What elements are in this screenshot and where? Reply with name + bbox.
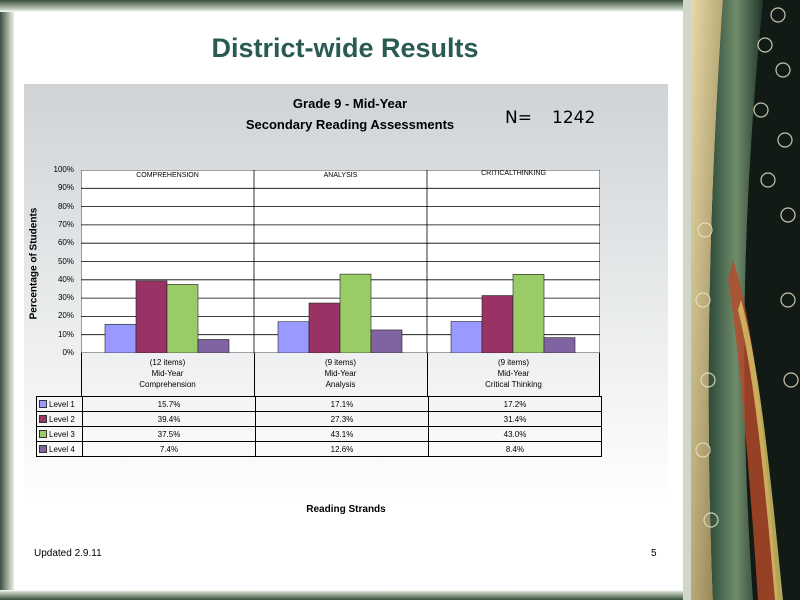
- bar-chart-plot: [81, 170, 600, 353]
- bar-level-2: [135, 280, 168, 353]
- category-label: (12 items) Mid-Year Comprehension: [81, 357, 254, 390]
- table-cell: 43.0%: [428, 426, 602, 442]
- category-label-line: Mid-Year: [151, 369, 184, 378]
- table-cell: 39.4%: [82, 411, 256, 427]
- chart-title: Grade 9 - Mid-Year: [292, 96, 408, 111]
- y-tick-label: 60%: [57, 238, 74, 248]
- legend-label: Level 2: [49, 414, 75, 424]
- legend-label: Level 1: [49, 399, 75, 409]
- table-row: Level 4 7.4% 12.6% 8.4%: [36, 441, 602, 457]
- bar-level-4: [197, 339, 230, 353]
- table-cell: 15.7%: [82, 396, 256, 412]
- bar-level-3: [339, 273, 372, 353]
- category-label-line: Mid-Year: [324, 369, 357, 378]
- bar-level-4: [543, 337, 576, 353]
- bar-level-4: [370, 329, 403, 353]
- table-row: Level 1 15.7% 17.1% 17.2%: [36, 396, 602, 412]
- table-cell: 27.3%: [255, 411, 429, 427]
- category-label-line: Analysis: [325, 380, 356, 389]
- y-tick-label: 100%: [53, 165, 74, 174]
- category-label: (9 items) Mid-Year Analysis: [254, 357, 427, 390]
- legend-cell: Level 3: [36, 426, 83, 442]
- bar-level-3: [166, 284, 199, 353]
- bar-level-1: [277, 321, 310, 353]
- legend-label: Level 4: [49, 444, 75, 454]
- slide-frame-left: [0, 0, 14, 600]
- n-label: N=: [505, 108, 532, 128]
- page-number: 5: [651, 548, 657, 559]
- table-cell: 37.5%: [82, 426, 256, 442]
- legend-cell: Level 1: [36, 396, 83, 412]
- slide-title: District-wide Results: [211, 33, 479, 63]
- bar-level-1: [450, 321, 483, 353]
- category-label-line: Mid-Year: [497, 369, 530, 378]
- table-cell: 8.4%: [428, 441, 602, 457]
- legend-swatch: [39, 430, 47, 439]
- category-label-divider: [427, 353, 428, 396]
- category-label-line: (9 items): [497, 358, 530, 367]
- legend-cell: Level 4: [36, 441, 83, 457]
- category-label-frame: [81, 353, 600, 396]
- category-label: (9 items) Mid-Year Critical Thinking: [427, 357, 600, 390]
- updated-date: Updated 2.9.11: [34, 548, 102, 559]
- bar-level-3: [512, 274, 545, 353]
- y-tick-label: 20%: [57, 311, 74, 321]
- table-cell: 17.1%: [255, 396, 429, 412]
- table-cell: 31.4%: [428, 411, 602, 427]
- chart-subtitle: Secondary Reading Assessments: [245, 117, 455, 132]
- y-axis-label: Percentage of Students: [28, 207, 40, 320]
- slide-frame-top: [0, 0, 690, 12]
- strand-label: COMPREHENSION: [136, 172, 199, 179]
- y-tick-label: 90%: [57, 183, 74, 193]
- category-label-line: Critical Thinking: [485, 380, 542, 389]
- legend-swatch: [39, 400, 47, 409]
- y-tick-label: 80%: [57, 201, 74, 211]
- category-label-line: (12 items): [149, 358, 186, 367]
- y-tick-label: 50%: [57, 256, 74, 266]
- slide-frame-bottom: [0, 590, 690, 600]
- x-axis-label: Reading Strands: [306, 504, 386, 515]
- bar-level-2: [308, 302, 341, 353]
- table-row: Level 3 37.5% 43.1% 43.0%: [36, 426, 602, 442]
- table-cell: 17.2%: [428, 396, 602, 412]
- n-value: 1242: [552, 108, 596, 128]
- y-tick-label: 10%: [57, 329, 74, 339]
- table-cell: 12.6%: [255, 441, 429, 457]
- category-label-line: Comprehension: [139, 380, 196, 389]
- strand-label: CRITICALTHINKING: [481, 170, 546, 177]
- bar-level-2: [481, 295, 514, 353]
- table-row: Level 2 39.4% 27.3% 31.4%: [36, 411, 602, 427]
- y-tick-label: 40%: [57, 274, 74, 284]
- table-cell: 43.1%: [255, 426, 429, 442]
- decorative-floral-panel: [683, 0, 800, 600]
- category-label-line: (9 items): [324, 358, 357, 367]
- legend-swatch: [39, 445, 47, 454]
- y-axis-label-wrap: Percentage of Students: [28, 180, 40, 350]
- legend-cell: Level 2: [36, 411, 83, 427]
- y-tick-label: 0%: [62, 348, 74, 357]
- table-cell: 7.4%: [82, 441, 256, 457]
- bar-level-1: [104, 323, 137, 353]
- legend-swatch: [39, 415, 47, 424]
- legend-label: Level 3: [49, 429, 75, 439]
- data-table: Level 1 15.7% 17.1% 17.2% Level 2 39.4% 27.3% 3…: [36, 396, 602, 457]
- y-tick-label: 30%: [57, 293, 74, 303]
- category-label-divider: [254, 353, 255, 396]
- strand-label: ANALYSIS: [323, 172, 358, 179]
- y-tick-label: 70%: [57, 219, 74, 229]
